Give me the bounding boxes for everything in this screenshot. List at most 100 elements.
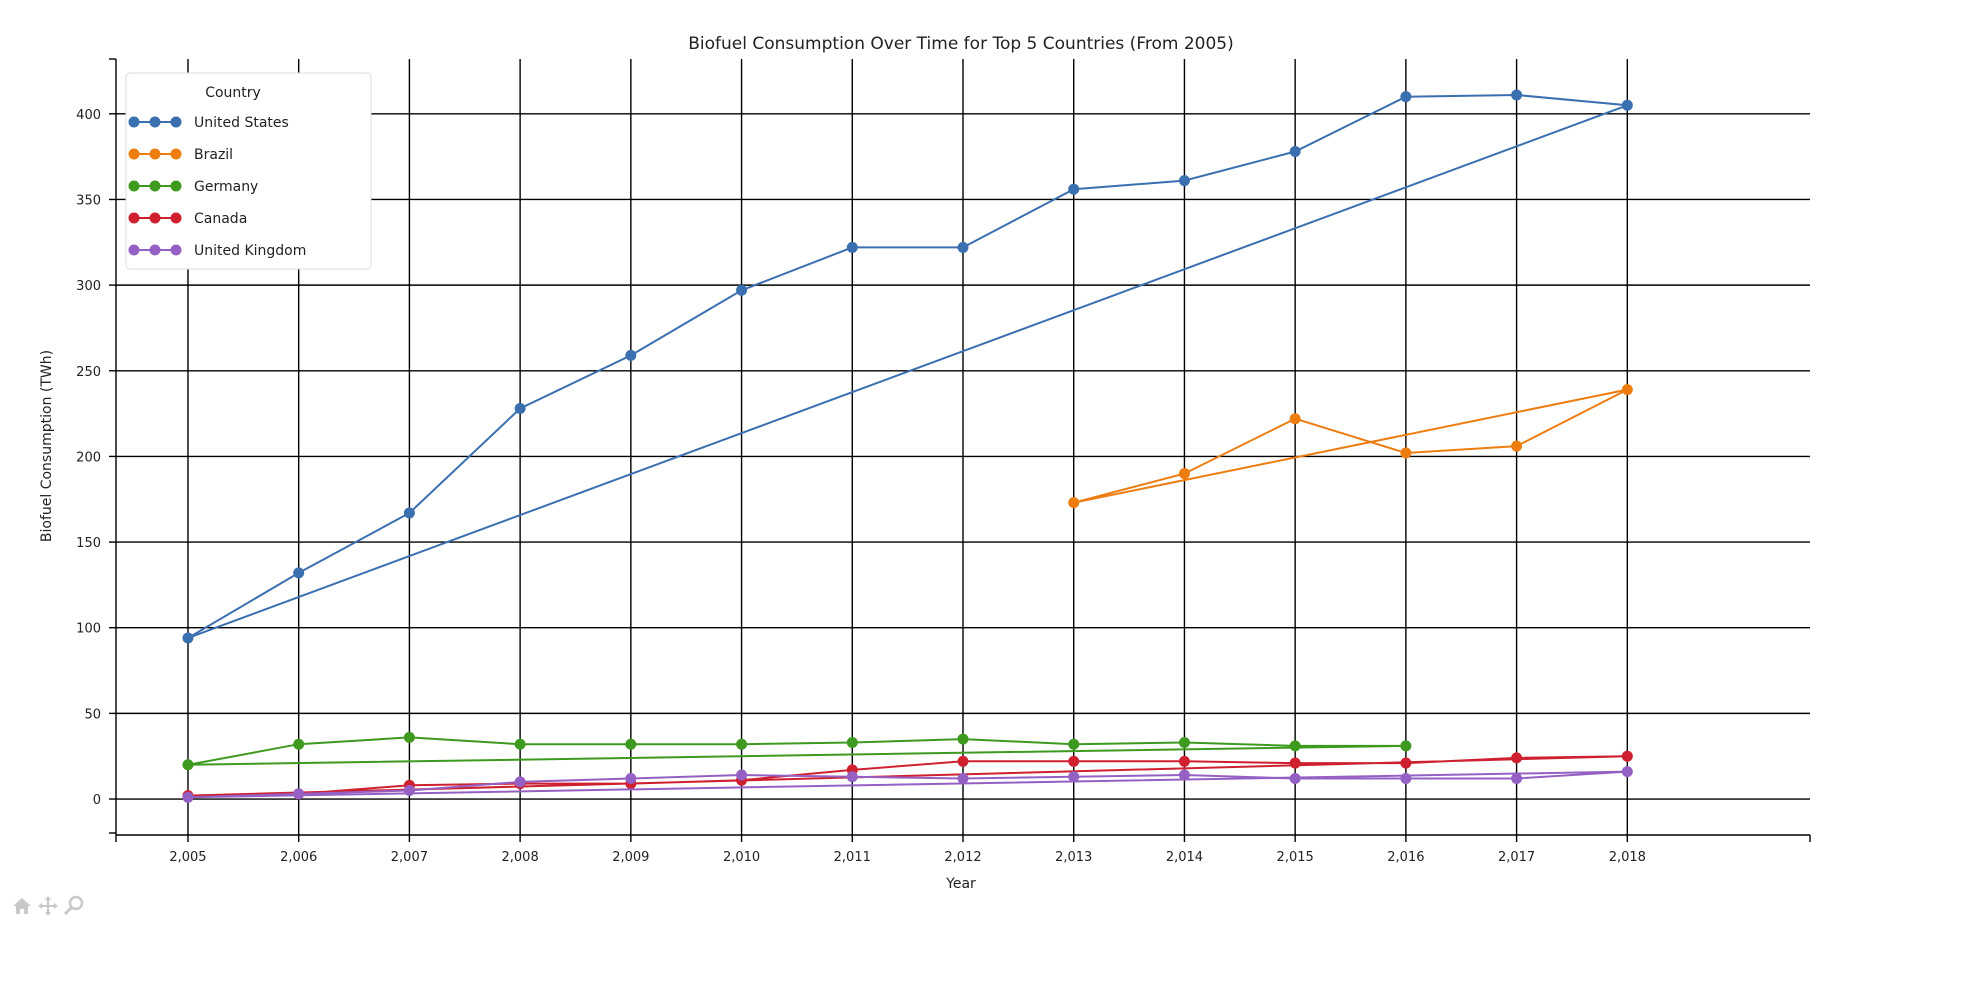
x-tick-label: 2,014 bbox=[1166, 850, 1203, 865]
data-point bbox=[1400, 447, 1412, 459]
data-point bbox=[1400, 772, 1412, 784]
series-united-states bbox=[182, 89, 1633, 644]
data-point bbox=[1068, 771, 1080, 783]
legend-marker bbox=[128, 180, 140, 192]
data-point bbox=[1068, 497, 1080, 509]
data-point bbox=[1178, 175, 1190, 187]
y-tick-label: 50 bbox=[84, 707, 101, 722]
data-point bbox=[514, 776, 526, 788]
data-point bbox=[1511, 89, 1523, 101]
data-point bbox=[957, 772, 969, 784]
legend-marker bbox=[149, 116, 161, 128]
data-point bbox=[403, 731, 415, 743]
x-tick-label: 2,015 bbox=[1277, 850, 1314, 865]
legend-marker bbox=[170, 212, 182, 224]
data-point bbox=[293, 738, 305, 750]
y-tick-label: 200 bbox=[76, 450, 101, 465]
legend-item: Germany bbox=[128, 179, 258, 195]
y-axis-label: Biofuel Consumption (TWh) bbox=[39, 350, 55, 542]
y-tick-label: 150 bbox=[76, 536, 101, 551]
y-tick-label: 250 bbox=[76, 365, 101, 380]
y-tick-label: 350 bbox=[76, 193, 101, 208]
data-point bbox=[1400, 91, 1412, 103]
data-point bbox=[293, 788, 305, 800]
zoom-icon[interactable] bbox=[62, 894, 86, 918]
legend-marker bbox=[170, 180, 182, 192]
data-point bbox=[514, 738, 526, 750]
data-point bbox=[736, 284, 748, 296]
data-point bbox=[1621, 384, 1633, 396]
home-icon[interactable] bbox=[10, 894, 34, 918]
data-point bbox=[1511, 440, 1523, 452]
legend-item: United Kingdom bbox=[128, 243, 306, 259]
x-tick-label: 2,008 bbox=[502, 850, 539, 865]
x-tick-label: 2,007 bbox=[391, 850, 428, 865]
data-point bbox=[957, 755, 969, 767]
x-tick-label: 2,012 bbox=[944, 850, 981, 865]
chart-title: Biofuel Consumption Over Time for Top 5 … bbox=[688, 34, 1234, 54]
data-point bbox=[1289, 413, 1301, 425]
legend-label: United Kingdom bbox=[194, 243, 306, 259]
legend-marker bbox=[149, 148, 161, 160]
data-point bbox=[403, 507, 415, 519]
x-tick-label: 2,018 bbox=[1609, 850, 1646, 865]
data-point bbox=[625, 772, 637, 784]
data-point bbox=[846, 241, 858, 253]
legend-frame bbox=[125, 72, 372, 270]
data-point bbox=[957, 733, 969, 745]
legend-marker bbox=[128, 116, 140, 128]
y-tick-label: 0 bbox=[93, 793, 101, 808]
legend-marker bbox=[128, 244, 140, 256]
data-point bbox=[1621, 750, 1633, 762]
legend-marker bbox=[128, 148, 140, 160]
data-point bbox=[403, 784, 415, 796]
legend-items: United States Brazil Germany Canada United K… bbox=[128, 115, 306, 259]
data-point bbox=[736, 769, 748, 781]
data-point bbox=[514, 402, 526, 414]
y-tick-label: 300 bbox=[76, 279, 101, 294]
legend-label: United States bbox=[194, 115, 289, 131]
legend: Country United States Brazil Germany Canada… bbox=[125, 72, 372, 270]
data-point bbox=[1178, 468, 1190, 480]
legend-item: Canada bbox=[128, 211, 247, 227]
data-point bbox=[1068, 183, 1080, 195]
legend-label: Canada bbox=[194, 211, 247, 227]
chart-toolbar bbox=[10, 893, 86, 919]
data-point bbox=[293, 567, 305, 579]
x-tick-label: 2,013 bbox=[1055, 850, 1092, 865]
data-point bbox=[846, 736, 858, 748]
series-germany bbox=[182, 731, 1412, 771]
pan-icon[interactable] bbox=[36, 894, 60, 918]
data-point bbox=[1178, 755, 1190, 767]
x-tick-label: 2,009 bbox=[612, 850, 649, 865]
legend-marker bbox=[149, 212, 161, 224]
data-point bbox=[1621, 766, 1633, 778]
x-tick-label: 2,011 bbox=[834, 850, 871, 865]
data-point bbox=[1400, 740, 1412, 752]
legend-label: Brazil bbox=[194, 147, 233, 163]
data-point bbox=[182, 759, 194, 771]
data-point bbox=[182, 791, 194, 803]
legend-marker bbox=[170, 244, 182, 256]
legend-marker bbox=[149, 180, 161, 192]
data-point bbox=[1068, 738, 1080, 750]
y-tick-label: 400 bbox=[76, 108, 101, 123]
legend-item: Brazil bbox=[128, 147, 233, 163]
legend-title: Country bbox=[205, 85, 261, 101]
data-point bbox=[1178, 769, 1190, 781]
x-tick-label: 2,017 bbox=[1498, 850, 1535, 865]
data-point bbox=[625, 349, 637, 361]
legend-marker bbox=[149, 244, 161, 256]
y-tick-label: 100 bbox=[76, 622, 101, 637]
legend-marker bbox=[170, 116, 182, 128]
x-tick-label: 2,006 bbox=[280, 850, 317, 865]
x-tick-label: 2,016 bbox=[1387, 850, 1424, 865]
data-point bbox=[1400, 757, 1412, 769]
legend-label: Germany bbox=[194, 179, 258, 195]
data-point bbox=[957, 241, 969, 253]
legend-item: United States bbox=[128, 115, 289, 131]
legend-marker bbox=[128, 212, 140, 224]
data-point bbox=[1289, 757, 1301, 769]
